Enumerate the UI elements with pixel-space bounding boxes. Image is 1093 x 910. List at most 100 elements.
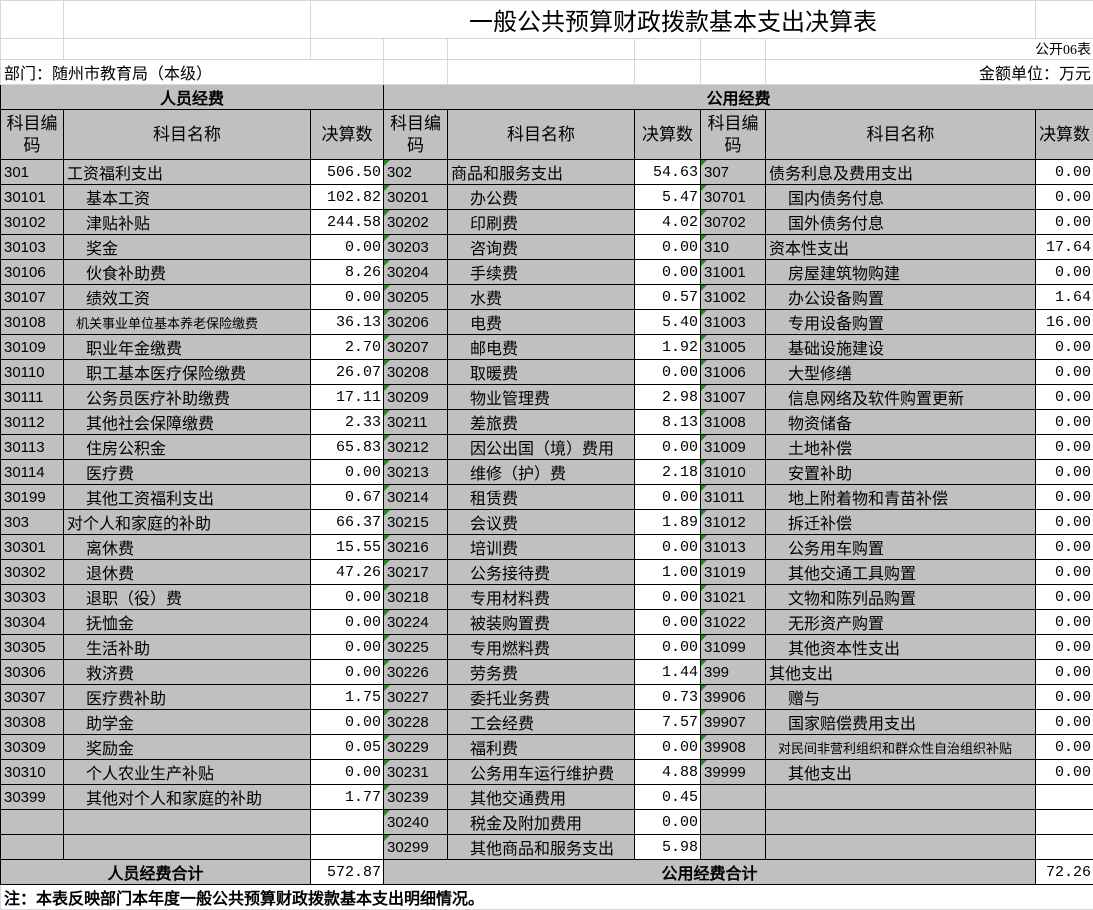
name-cell[interactable]: 助学金	[64, 710, 311, 735]
amount-cell[interactable]: 0.00	[1036, 260, 1093, 285]
code-cell[interactable]: 30204	[384, 260, 448, 285]
amount-cell[interactable]: 0.00	[1036, 385, 1093, 410]
amount-cell[interactable]: 0.00	[635, 635, 701, 660]
amount-cell[interactable]: 0.00	[635, 735, 701, 760]
code-cell[interactable]: 31012	[701, 510, 766, 535]
amount-cell[interactable]: 2.70	[311, 335, 384, 360]
amount-cell[interactable]: 0.00	[1036, 685, 1093, 710]
name-cell[interactable]: 津贴补贴	[64, 210, 311, 235]
amount-cell[interactable]: 0.00	[635, 535, 701, 560]
code-cell[interactable]: 31010	[701, 460, 766, 485]
code-cell[interactable]: 30305	[1, 635, 64, 660]
code-cell[interactable]: 30102	[1, 210, 64, 235]
amount-cell[interactable]: 0.00	[1036, 535, 1093, 560]
name-cell[interactable]: 职工基本医疗保险缴费	[64, 360, 311, 385]
name-cell[interactable]: 大型修缮	[766, 360, 1036, 385]
code-cell[interactable]: 30227	[384, 685, 448, 710]
name-cell[interactable]: 专用燃料费	[448, 635, 635, 660]
code-cell[interactable]: 31013	[701, 535, 766, 560]
amount-cell[interactable]: 0.00	[311, 285, 384, 310]
public-total-value[interactable]: 72.26	[1036, 860, 1093, 885]
name-cell[interactable]: 医疗费	[64, 460, 311, 485]
code-cell[interactable]: 31019	[701, 560, 766, 585]
name-cell[interactable]: 拆迁补偿	[766, 510, 1036, 535]
header-name[interactable]: 科目名称	[448, 110, 635, 160]
amount-cell[interactable]: 2.33	[311, 410, 384, 435]
name-cell[interactable]: 专用材料费	[448, 585, 635, 610]
amount-cell[interactable]: 0.00	[311, 460, 384, 485]
name-cell[interactable]: 国外债务付息	[766, 210, 1036, 235]
code-cell[interactable]: 31005	[701, 335, 766, 360]
code-cell[interactable]	[701, 810, 766, 835]
amount-cell[interactable]: 0.00	[1036, 610, 1093, 635]
name-cell[interactable]: 绩效工资	[64, 285, 311, 310]
name-cell[interactable]: 维修（护）费	[448, 460, 635, 485]
name-cell[interactable]: 其他支出	[766, 760, 1036, 785]
amount-cell[interactable]: 7.57	[635, 710, 701, 735]
code-cell[interactable]: 310	[701, 235, 766, 260]
name-cell[interactable]: 办公设备购置	[766, 285, 1036, 310]
code-cell[interactable]: 301	[1, 160, 64, 185]
amount-cell[interactable]: 102.82	[311, 185, 384, 210]
code-cell[interactable]: 30306	[1, 660, 64, 685]
amount-cell[interactable]: 1.75	[311, 685, 384, 710]
amount-cell[interactable]: 0.00	[1036, 435, 1093, 460]
code-cell[interactable]: 30304	[1, 610, 64, 635]
amount-cell[interactable]	[311, 835, 384, 860]
code-cell[interactable]: 30399	[1, 785, 64, 810]
code-cell[interactable]: 30203	[384, 235, 448, 260]
section-personnel[interactable]: 人员经费	[1, 85, 384, 110]
code-cell[interactable]: 30110	[1, 360, 64, 385]
public-total-label[interactable]: 公用经费合计	[384, 860, 1036, 885]
name-cell[interactable]: 邮电费	[448, 335, 635, 360]
amount-cell[interactable]: 0.00	[1036, 335, 1093, 360]
name-cell[interactable]: 基本工资	[64, 185, 311, 210]
amount-cell[interactable]: 1.77	[311, 785, 384, 810]
amount-cell[interactable]: 0.00	[1036, 735, 1093, 760]
name-cell[interactable]: 水费	[448, 285, 635, 310]
code-cell[interactable]: 30211	[384, 410, 448, 435]
amount-cell[interactable]: 17.11	[311, 385, 384, 410]
code-cell[interactable]: 30303	[1, 585, 64, 610]
name-cell[interactable]: 工会经费	[448, 710, 635, 735]
code-cell[interactable]: 30212	[384, 435, 448, 460]
header-amount[interactable]: 决算数	[1036, 110, 1093, 160]
name-cell[interactable]: 机关事业单位基本养老保险缴费	[64, 310, 311, 335]
amount-cell[interactable]: 1.00	[635, 560, 701, 585]
code-cell[interactable]: 30239	[384, 785, 448, 810]
name-cell[interactable]: 其他社会保障缴费	[64, 410, 311, 435]
code-cell[interactable]: 30107	[1, 285, 64, 310]
code-cell[interactable]	[1, 810, 64, 835]
code-cell[interactable]: 31006	[701, 360, 766, 385]
code-cell[interactable]: 39907	[701, 710, 766, 735]
unit-label[interactable]: 金额单位：万元	[766, 60, 1093, 85]
footnote[interactable]: 注：本表反映部门本年度一般公共预算财政拨款基本支出明细情况。	[1, 885, 1093, 910]
amount-cell[interactable]: 0.00	[1036, 585, 1093, 610]
code-cell[interactable]: 31009	[701, 435, 766, 460]
name-cell[interactable]: 国家赔偿费用支出	[766, 710, 1036, 735]
name-cell[interactable]	[64, 835, 311, 860]
code-cell[interactable]: 30208	[384, 360, 448, 385]
amount-cell[interactable]: 4.88	[635, 760, 701, 785]
code-cell[interactable]: 30103	[1, 235, 64, 260]
code-cell[interactable]: 30109	[1, 335, 64, 360]
name-cell[interactable]: 被装购置费	[448, 610, 635, 635]
code-cell[interactable]: 302	[384, 160, 448, 185]
code-cell[interactable]: 30202	[384, 210, 448, 235]
name-cell[interactable]: 公务接待费	[448, 560, 635, 585]
name-cell[interactable]: 对个人和家庭的补助	[64, 510, 311, 535]
name-cell[interactable]: 租赁费	[448, 485, 635, 510]
amount-cell[interactable]: 0.45	[635, 785, 701, 810]
amount-cell[interactable]: 0.00	[311, 585, 384, 610]
amount-cell[interactable]: 506.50	[311, 160, 384, 185]
name-cell[interactable]: 会议费	[448, 510, 635, 535]
code-cell[interactable]: 30113	[1, 435, 64, 460]
amount-cell[interactable]: 36.13	[311, 310, 384, 335]
name-cell[interactable]: 职业年金缴费	[64, 335, 311, 360]
amount-cell[interactable]: 1.64	[1036, 285, 1093, 310]
code-cell[interactable]	[701, 835, 766, 860]
code-cell[interactable]: 30209	[384, 385, 448, 410]
code-cell[interactable]: 31008	[701, 410, 766, 435]
code-cell[interactable]: 30215	[384, 510, 448, 535]
name-cell[interactable]: 公务用车购置	[766, 535, 1036, 560]
